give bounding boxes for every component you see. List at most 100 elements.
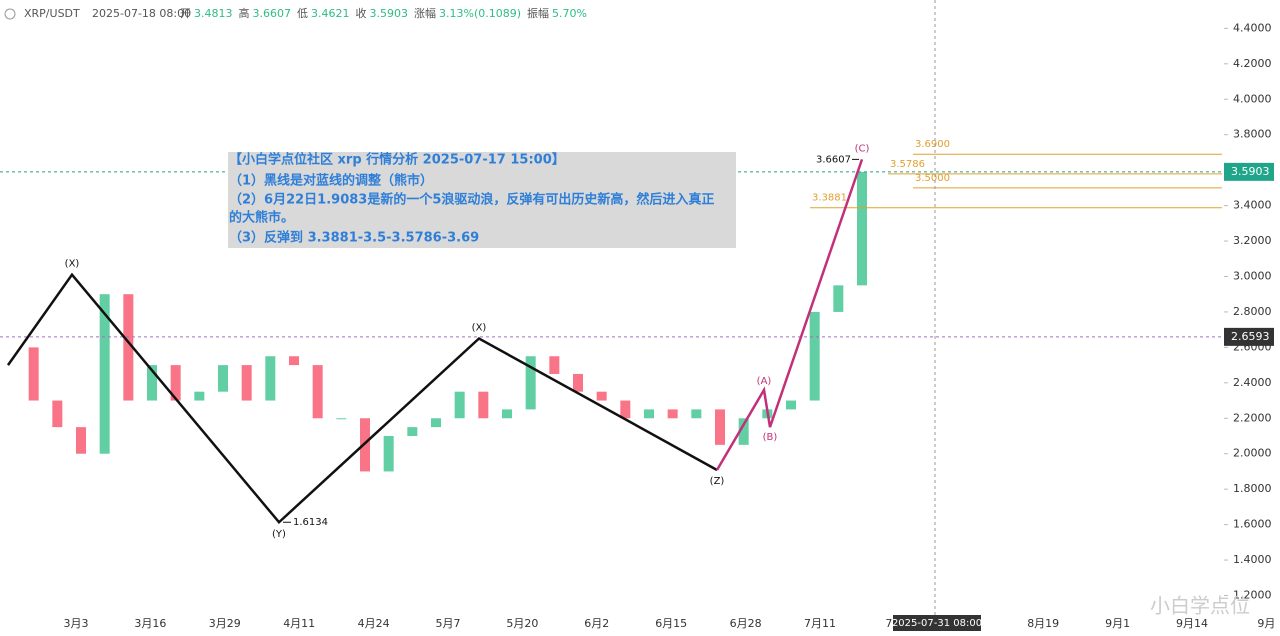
candle: [833, 285, 844, 312]
candle: [383, 435, 394, 472]
wave-line: [715, 158, 864, 471]
x-tick-label: 4月11: [283, 617, 315, 630]
symbol: XRP/USDT: [24, 7, 80, 20]
candle: [312, 365, 323, 419]
annotation-box: [228, 152, 736, 248]
x-tick-label: 3月16: [134, 617, 166, 630]
time: 2025-07-18 08:00: [92, 7, 191, 20]
annotation-line: （1）黑线是对蓝线的调整（熊市）: [229, 173, 433, 189]
y-tick-label: 4.2000: [1233, 57, 1272, 70]
annotation-line: 【小白学点位社区 xrp 行情分析 2025-07-17 15:00】: [229, 152, 565, 168]
wave-label: (Z): [710, 476, 725, 487]
candle: [170, 365, 181, 401]
candle: [478, 391, 489, 419]
candle: [123, 294, 134, 401]
candle: [549, 356, 560, 374]
x-tick-label: 9月: [1257, 617, 1275, 630]
x-tick-label: 7月11: [804, 617, 836, 630]
field-label: 低: [297, 7, 308, 20]
level-label: 3.5786: [890, 159, 925, 170]
cross-time-tag: [893, 615, 981, 631]
y-tick-label: 2.8000: [1233, 305, 1272, 318]
wave-label: (A): [757, 376, 772, 387]
y-tick-label: 1.6000: [1233, 518, 1272, 531]
annotation: 【小白学点位社区 xrp 行情分析 2025-07-17 15:00】 （1）黑线…: [228, 152, 736, 248]
field-label: 开: [180, 7, 191, 20]
candle: [596, 391, 607, 401]
candle: [76, 427, 86, 454]
candle: [644, 409, 654, 419]
y-tick-label: 3.0000: [1233, 269, 1272, 282]
collapse-icon[interactable]: [4, 8, 16, 20]
candle: [809, 311, 820, 401]
level-label: 3.6900: [915, 139, 950, 150]
annotation-line: 的大熊市。: [229, 210, 294, 226]
high-label: 3.6607: [816, 154, 851, 165]
field-value: 3.4621: [311, 7, 350, 20]
level-label: 3.5000: [915, 173, 950, 184]
x-tick-label: 9月14: [1176, 617, 1208, 630]
annotation-line: （3）反弹到 3.3881-3.5-3.5786-3.69: [229, 230, 479, 246]
field-label: 高: [239, 6, 250, 20]
field-value: 3.6607: [253, 7, 292, 20]
annotation-line: （2）6月22日1.9083是新的一个5浪驱动浪，反弹有可出历史新高，然后进入真…: [229, 192, 714, 208]
candle: [28, 347, 39, 401]
x-tick-label: 4月24: [358, 617, 390, 630]
candle: [525, 356, 536, 410]
x-tick-label: 3月29: [209, 617, 241, 630]
y-tick-label: 1.8000: [1233, 482, 1272, 495]
candle: [99, 294, 110, 454]
wave-label: (C): [855, 143, 870, 154]
x-tick-label: 3月3: [64, 617, 89, 630]
x-tick-label: 8月19: [1027, 617, 1059, 630]
low-label: 1.6134: [293, 517, 328, 528]
candle: [691, 409, 702, 419]
x-tick-label: 6月2: [584, 617, 609, 630]
field-value: 5.70%: [552, 7, 587, 20]
wave-label: (B): [763, 432, 778, 443]
candle: [786, 400, 796, 410]
x-tick-label: 6月15: [655, 617, 687, 630]
field-label: 振幅: [527, 6, 549, 20]
candle: [715, 409, 725, 445]
level-label: 3.3881: [812, 193, 847, 204]
y-tick-label: 2.2000: [1233, 411, 1272, 424]
field-label: 收: [356, 6, 367, 20]
candle: [620, 400, 631, 419]
wave-line: [6, 272, 718, 525]
candle: [738, 418, 749, 445]
y-tick-label: 2.4000: [1233, 376, 1272, 389]
y-tick-label: 3.8000: [1233, 128, 1272, 141]
candle: [289, 356, 299, 366]
candle: [667, 409, 678, 419]
candle: [241, 365, 252, 401]
wave-label: (X): [472, 323, 487, 334]
candle: [147, 365, 157, 401]
cross-price-tag: [1224, 327, 1274, 346]
candle: [407, 427, 418, 436]
field-label: 涨幅: [414, 7, 436, 20]
candle: [336, 418, 347, 420]
candle: [857, 171, 867, 286]
field-value: 3.5903: [370, 7, 409, 20]
y-tick-label: 3.4000: [1233, 199, 1272, 212]
y-tick-label: 2.0000: [1233, 447, 1272, 460]
last-price-tag: [1224, 162, 1274, 181]
x-tick-label: 5月20: [506, 617, 538, 630]
x-tick-label: 9月1: [1105, 617, 1130, 630]
watermark: 小白学点位: [1150, 594, 1250, 618]
wave-label: (X): [65, 259, 80, 270]
wave-label: (Y): [272, 529, 286, 540]
y-tick-label: 1.4000: [1233, 553, 1272, 566]
y-tick-label: 4.0000: [1233, 92, 1272, 105]
header: XRP/USDT 2025-07-18 08:00开 3.4813 高 3.6607 低 3…: [24, 6, 587, 20]
candle: [502, 409, 512, 419]
cross-price-label: 2.6593: [1231, 330, 1270, 343]
candle: [573, 373, 583, 392]
field-value: 3.4813: [194, 7, 233, 20]
y-tick-label: 4.4000: [1233, 21, 1272, 34]
